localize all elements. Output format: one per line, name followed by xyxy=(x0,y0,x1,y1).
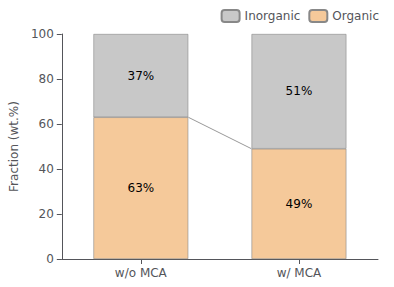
svg-text:w/ MCA: w/ MCA xyxy=(277,266,322,280)
svg-text:Fraction (wt.%): Fraction (wt.%) xyxy=(7,101,21,192)
svg-text:0: 0 xyxy=(46,252,54,266)
svg-text:Organic: Organic xyxy=(332,9,379,23)
svg-text:49%: 49% xyxy=(286,197,313,211)
svg-text:Inorganic: Inorganic xyxy=(245,9,301,23)
svg-text:40: 40 xyxy=(39,162,54,176)
svg-text:w/o MCA: w/o MCA xyxy=(115,266,168,280)
svg-text:100: 100 xyxy=(31,27,54,41)
svg-text:80: 80 xyxy=(39,72,54,86)
svg-text:60: 60 xyxy=(39,117,54,131)
svg-text:51%: 51% xyxy=(286,84,313,98)
svg-text:63%: 63% xyxy=(128,181,155,195)
svg-text:37%: 37% xyxy=(128,69,155,83)
svg-text:20: 20 xyxy=(39,207,54,221)
